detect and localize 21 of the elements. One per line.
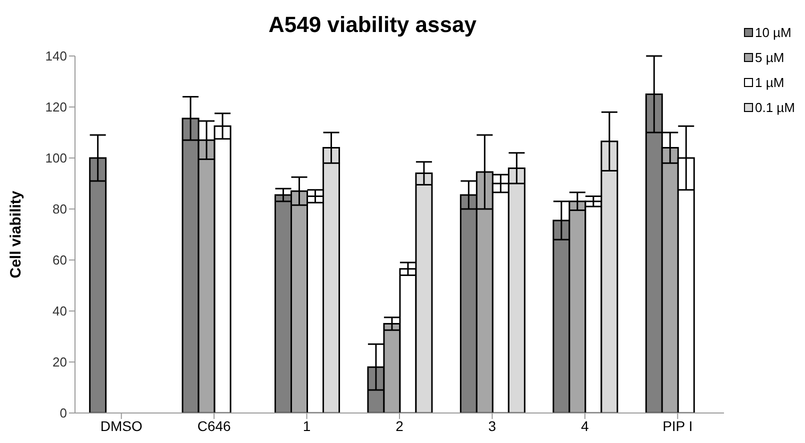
- x-tick-label: 4: [581, 418, 590, 434]
- y-tick-label: 140: [45, 48, 67, 64]
- x-tick-label: 2: [396, 418, 404, 434]
- y-tick-label: 120: [45, 100, 67, 115]
- x-tick-label: DMSO: [100, 418, 142, 434]
- legend-label: 5 µM: [754, 50, 784, 65]
- y-tick-label: 0: [60, 406, 67, 421]
- x-tick-label: C646: [197, 418, 232, 434]
- y-tick-label: 20: [52, 354, 67, 370]
- legend-label: 0.1 µM: [754, 100, 795, 115]
- y-tick-label: 40: [52, 304, 67, 319]
- y-tick-label: 80: [52, 202, 67, 217]
- legend-label: 1 µM: [754, 75, 784, 90]
- y-tick-label: 100: [45, 150, 67, 166]
- x-tick-label: 1: [302, 418, 311, 434]
- legend-label: 10 µM: [754, 25, 792, 40]
- x-tick-label: 3: [488, 418, 496, 434]
- y-axis-title: Cell viability: [7, 190, 24, 278]
- x-tick-label: PIP I: [662, 418, 693, 434]
- y-tick-label: 60: [52, 252, 67, 268]
- chart-title: A549 viability assay: [268, 12, 478, 38]
